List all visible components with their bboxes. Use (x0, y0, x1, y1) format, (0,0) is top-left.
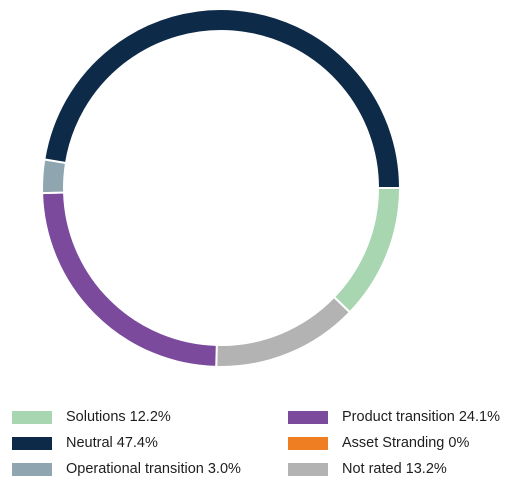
legend-label: Solutions 12.2% (66, 409, 171, 425)
legend-label: Neutral 47.4% (66, 435, 158, 451)
donut-slice-3 (41, 191, 218, 368)
legend-item: Not rated 13.2% (288, 458, 447, 480)
donut-slice-2 (215, 295, 352, 368)
legend-swatch (288, 410, 328, 424)
legend-item: Asset Stranding 0% (288, 432, 469, 454)
donut-plot (41, 8, 402, 368)
legend-swatch (288, 436, 328, 450)
legend-swatch (288, 462, 328, 476)
legend-label: Asset Stranding 0% (342, 435, 470, 451)
donut-slice-4 (41, 158, 68, 195)
legend-label: Product transition 24.1% (342, 409, 500, 425)
legend-item: Product transition 24.1% (288, 406, 500, 428)
legend-item: Operational transition 3.0% (12, 458, 241, 480)
legend-item: Solutions 12.2% (12, 406, 171, 428)
donut-slice-5 (43, 8, 402, 189)
legend-swatch (12, 410, 52, 424)
legend-item: Neutral 47.4% (12, 432, 158, 454)
legend-swatch (12, 462, 52, 476)
chart-legend: Solutions 12.2% Neutral 47.4% Operational … (12, 406, 512, 482)
legend-label: Operational transition 3.0% (66, 461, 241, 477)
legend-label: Not rated 13.2% (342, 461, 447, 477)
legend-swatch (12, 436, 52, 450)
donut-slice-1 (332, 187, 402, 314)
